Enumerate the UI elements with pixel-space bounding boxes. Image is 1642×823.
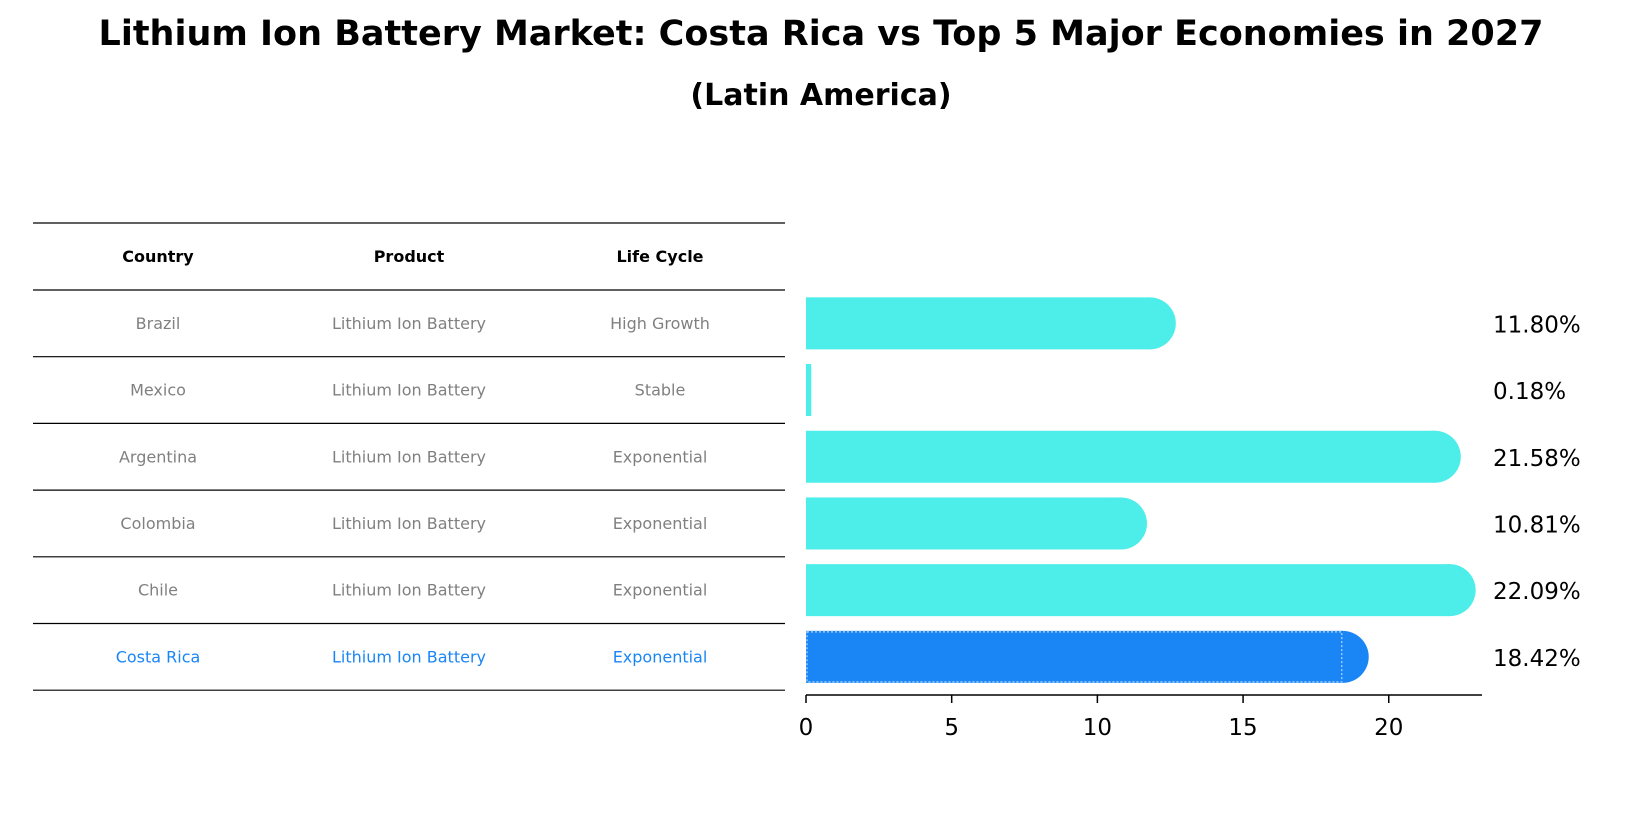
- bar-costa-rica: [806, 630, 1343, 683]
- bar-value-label: 11.80%: [1493, 312, 1581, 338]
- table-cell-life-cycle: Exponential: [613, 647, 708, 666]
- table-cell-life-cycle: Exponential: [613, 447, 708, 466]
- table-cell-country: Mexico: [130, 381, 186, 400]
- table-cell-life-cycle: Exponential: [613, 581, 708, 600]
- table-cell-country: Argentina: [119, 447, 197, 466]
- chart-subtitle: (Latin America): [690, 78, 952, 113]
- bar-value-label: 18.42%: [1493, 646, 1581, 672]
- bar-value-label: 10.81%: [1493, 512, 1581, 538]
- bar-brazil: [806, 297, 1150, 350]
- table-cell-product: Lithium Ion Battery: [332, 514, 486, 533]
- x-tick-label: 0: [799, 715, 814, 741]
- bar-chile: [806, 564, 1450, 617]
- table-cell-country: Brazil: [136, 314, 181, 333]
- table-cell-product: Lithium Ion Battery: [332, 581, 486, 600]
- bar-argentina: [806, 430, 1435, 483]
- table-product-header: Product: [374, 247, 445, 266]
- bar-value-label: 22.09%: [1493, 579, 1581, 605]
- table-cell-life-cycle: High Growth: [610, 314, 710, 333]
- bar-highlight-outline: [806, 631, 1343, 683]
- table-cell-product: Lithium Ion Battery: [332, 381, 486, 400]
- bar-cap: [1094, 497, 1147, 550]
- bar-value-label: 0.18%: [1493, 379, 1566, 405]
- bar-cap: [1316, 630, 1369, 683]
- table-cell-product: Lithium Ion Battery: [332, 447, 486, 466]
- table-country-header: Country: [122, 247, 194, 266]
- table-cell-country: Colombia: [120, 514, 195, 533]
- table-cell-country: Chile: [138, 581, 178, 600]
- bar-value-label: 21.58%: [1493, 446, 1581, 472]
- table-cell-product: Lithium Ion Battery: [332, 314, 486, 333]
- bar-cap: [1123, 297, 1176, 350]
- bar-mexico: [806, 364, 812, 417]
- chart-title: Lithium Ion Battery Market: Costa Rica v…: [98, 14, 1544, 54]
- x-tick-label: 10: [1083, 715, 1112, 741]
- table-life-cycle-header: Life Cycle: [616, 247, 703, 266]
- bar-cap: [1408, 430, 1461, 483]
- table-cell-product: Lithium Ion Battery: [332, 647, 486, 666]
- table-cell-life-cycle: Stable: [635, 381, 686, 400]
- x-tick-label: 15: [1228, 715, 1257, 741]
- bar-colombia: [806, 497, 1121, 550]
- table-cell-country: Costa Rica: [116, 647, 201, 666]
- table-cell-life-cycle: Exponential: [613, 514, 708, 533]
- x-tick-label: 5: [944, 715, 959, 741]
- x-tick-label: 20: [1374, 715, 1403, 741]
- bar-cap: [1423, 564, 1476, 617]
